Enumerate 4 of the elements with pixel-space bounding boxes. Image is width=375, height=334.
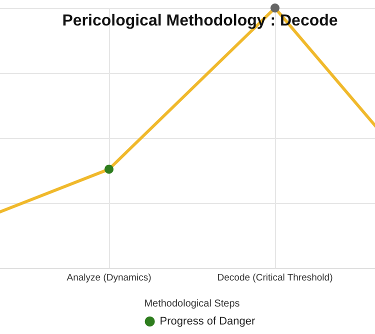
x-tick-label: Analyze (Dynamics) [66, 272, 152, 284]
x-axis-title: Methodological Steps [144, 298, 240, 310]
x-tick-label: Decode (Critical Threshold) [217, 272, 333, 284]
legend-label: Progress of Danger [160, 316, 256, 328]
